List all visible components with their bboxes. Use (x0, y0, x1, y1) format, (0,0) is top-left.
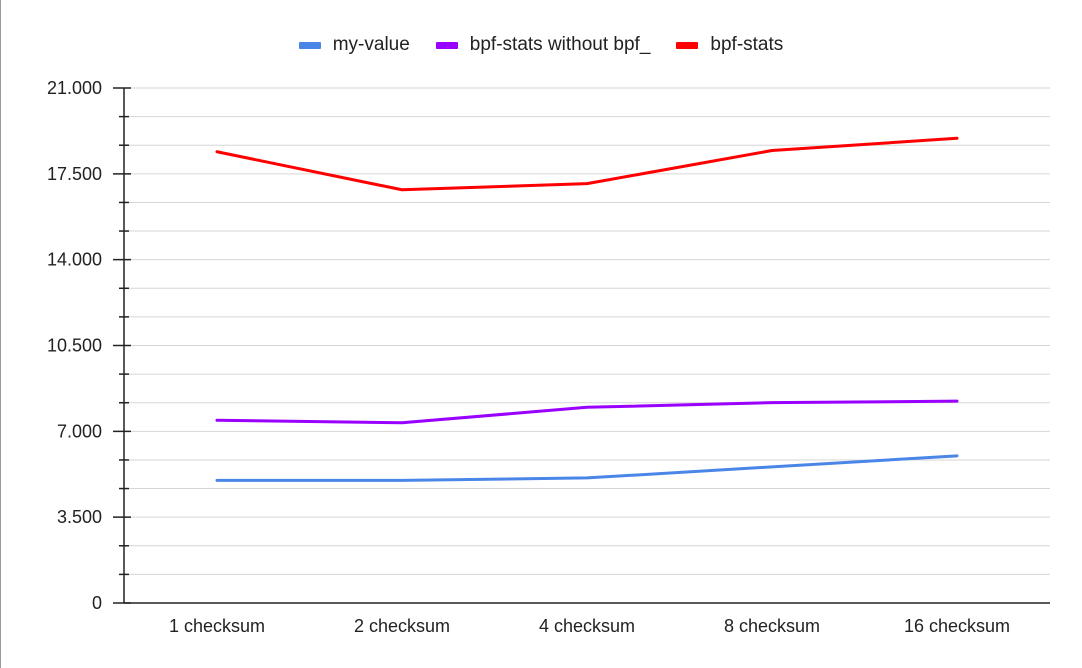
legend-item: my-value (298, 34, 410, 56)
legend-label: bpf-stats without bpf_ (469, 34, 651, 55)
x-tick-label: 4 checksum (539, 616, 635, 636)
frame-border (0, 0, 1, 668)
series-line-bpf-stats-without-bpf- (215, 399, 959, 425)
legend-item: bpf-stats (676, 34, 783, 56)
legend-label: my-value (332, 34, 410, 55)
y-tick-label: 14.000 (47, 250, 102, 270)
y-tick-label: 3.500 (57, 507, 102, 527)
x-tick-label: 16 checksum (904, 616, 1010, 636)
y-tick-label: 17.500 (47, 164, 102, 184)
legend-swatch (435, 41, 458, 49)
y-tick-label: 21.000 (47, 78, 102, 98)
x-tick-label: 8 checksum (724, 616, 820, 636)
y-tick-label: 7.000 (57, 421, 102, 441)
series-line-my-value (215, 454, 959, 482)
legend: my-value bpf-stats without bpf_ bpf-stats (0, 30, 1082, 60)
legend-swatch (676, 41, 699, 49)
series-line-bpf-stats (215, 136, 959, 192)
y-tick-label: 10.500 (47, 336, 102, 356)
legend-swatch (298, 41, 321, 49)
x-tick-label: 1 checksum (169, 616, 265, 636)
legend-item: bpf-stats without bpf_ (435, 34, 651, 56)
y-tick-label: 0 (92, 593, 102, 613)
x-tick-label: 2 checksum (354, 616, 450, 636)
legend-label: bpf-stats (710, 34, 784, 55)
